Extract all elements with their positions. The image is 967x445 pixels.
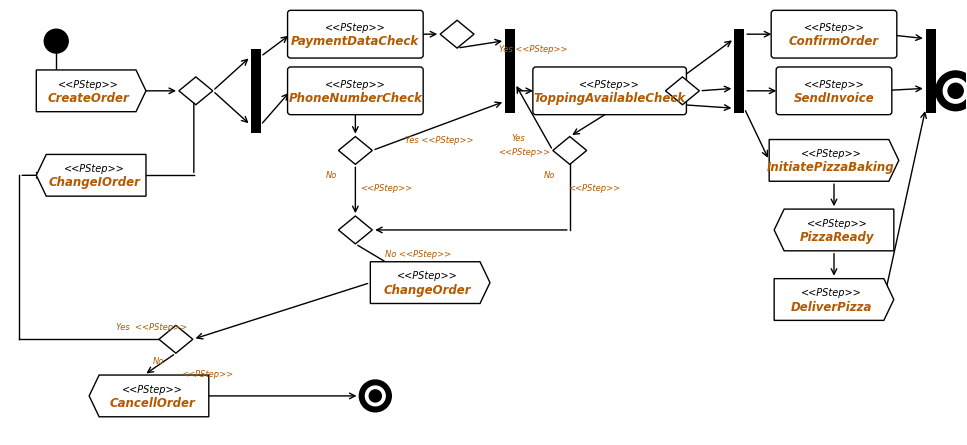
Circle shape [44, 29, 69, 53]
Polygon shape [338, 137, 372, 164]
FancyBboxPatch shape [771, 10, 896, 58]
Bar [250, 49, 261, 133]
Text: <<PStep>>: <<PStep>> [801, 149, 862, 159]
Text: <<PStep>>: <<PStep>> [396, 271, 457, 281]
Text: <<PStep>>: <<PStep>> [361, 184, 413, 193]
Text: ChangeIOrder: ChangeIOrder [48, 176, 140, 189]
Text: InitiatePizzaBaking: InitiatePizzaBaking [767, 162, 894, 174]
Polygon shape [179, 77, 213, 105]
Circle shape [936, 71, 967, 111]
Text: <<PStep>>: <<PStep>> [325, 80, 386, 89]
Polygon shape [338, 216, 372, 244]
Polygon shape [89, 375, 209, 417]
Bar [734, 29, 745, 113]
Polygon shape [769, 140, 898, 181]
Circle shape [948, 83, 963, 98]
Text: <<PStep>>: <<PStep>> [64, 164, 125, 174]
Bar [505, 29, 514, 113]
Text: Yes <<PStep>>: Yes <<PStep>> [405, 136, 474, 145]
Polygon shape [665, 77, 699, 105]
Circle shape [943, 78, 967, 103]
Polygon shape [159, 325, 192, 353]
FancyBboxPatch shape [287, 10, 424, 58]
Text: Yes <<PStep>>: Yes <<PStep>> [499, 44, 568, 53]
Text: No: No [543, 171, 555, 180]
Text: ToppingAvailableCheck: ToppingAvailableCheck [534, 92, 686, 105]
FancyBboxPatch shape [533, 67, 687, 115]
Text: <<PStep>>: <<PStep>> [325, 23, 386, 33]
Text: <<PStep>>: <<PStep>> [58, 80, 119, 89]
Text: PhoneNumberCheck: PhoneNumberCheck [288, 92, 423, 105]
Polygon shape [553, 137, 587, 164]
Bar [925, 29, 936, 113]
Text: No: No [153, 356, 164, 366]
Text: <<PStep>>: <<PStep>> [498, 148, 550, 157]
Polygon shape [775, 279, 894, 320]
Text: No <<PStep>>: No <<PStep>> [385, 250, 452, 259]
Circle shape [360, 380, 392, 412]
Text: <<PStep>>: <<PStep>> [122, 384, 183, 395]
Text: SendInvoice: SendInvoice [794, 92, 874, 105]
Text: DeliverPizza: DeliverPizza [790, 300, 871, 314]
Circle shape [366, 386, 385, 406]
Text: <<PStep>>: <<PStep>> [579, 80, 640, 89]
Text: ChangeOrder: ChangeOrder [383, 283, 471, 297]
Text: ConfirmOrder: ConfirmOrder [789, 35, 879, 48]
Text: <<PStep>>: <<PStep>> [804, 23, 864, 33]
Polygon shape [370, 262, 490, 303]
Text: <<PStep>>: <<PStep>> [804, 80, 864, 89]
Text: <<PStep>>: <<PStep>> [806, 218, 867, 229]
Polygon shape [775, 209, 894, 251]
Polygon shape [37, 154, 146, 196]
Text: <<PStep>>: <<PStep>> [181, 369, 233, 379]
Text: <<PStep>>: <<PStep>> [801, 288, 862, 298]
Text: Yes  <<PStep>>: Yes <<PStep>> [116, 323, 188, 332]
Polygon shape [37, 70, 146, 112]
FancyBboxPatch shape [777, 67, 892, 115]
Circle shape [369, 390, 381, 402]
Text: PizzaReady: PizzaReady [800, 231, 874, 244]
FancyBboxPatch shape [287, 67, 424, 115]
Text: No: No [326, 171, 337, 180]
Text: Yes: Yes [512, 134, 525, 143]
Text: CreateOrder: CreateOrder [47, 92, 129, 105]
Text: <<PStep>>: <<PStep>> [568, 184, 620, 193]
Polygon shape [440, 20, 474, 48]
Text: CancellOrder: CancellOrder [109, 397, 194, 410]
Text: PaymentDataCheck: PaymentDataCheck [291, 35, 420, 48]
